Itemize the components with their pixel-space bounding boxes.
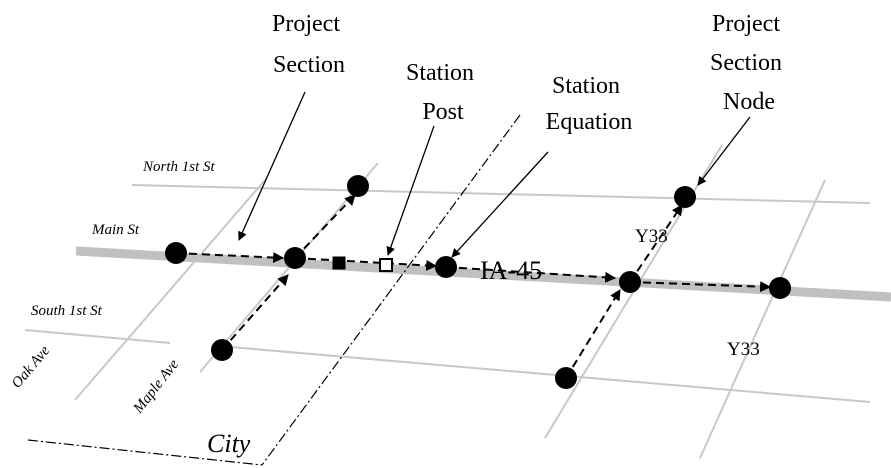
label-city: City xyxy=(207,429,251,458)
node-station-equation xyxy=(435,256,457,278)
project-section-nodes xyxy=(165,175,791,389)
label-south-1st-st: South 1st St xyxy=(31,303,103,319)
node-main-west xyxy=(165,242,187,264)
city-boundary xyxy=(27,114,521,466)
project-sections xyxy=(175,194,772,379)
station-post-1 xyxy=(332,256,346,270)
leader-project-section xyxy=(238,91,306,241)
label-y33-lower: Y33 xyxy=(727,339,760,360)
callout-project-section-node: Project Section Node xyxy=(710,11,788,115)
label-y33-upper: Y33 xyxy=(635,226,668,247)
station-posts xyxy=(332,256,393,272)
label-ia-45: IA-45 xyxy=(480,256,542,285)
south-1st-st-line xyxy=(24,329,171,344)
oak-ave-line xyxy=(74,179,266,401)
north-1st-st-line xyxy=(131,184,871,204)
section-y33-south xyxy=(565,289,621,379)
node-main-east xyxy=(769,277,791,299)
leader-station-post xyxy=(386,125,435,256)
callout-station-post: Station Post xyxy=(406,60,480,125)
label-oak-ave: Oak Ave xyxy=(9,343,54,392)
node-maple-south xyxy=(211,339,233,361)
street-grid xyxy=(24,144,871,459)
callout-station-equation: Station Equation xyxy=(546,73,633,135)
section-main-east xyxy=(445,266,617,283)
node-y33-south xyxy=(555,367,577,389)
section-maple-north xyxy=(294,194,356,259)
far-east-avenue-line xyxy=(699,179,826,459)
section-main-far-east xyxy=(629,281,772,293)
label-north-1st-st: North 1st St xyxy=(142,159,216,175)
node-main-y33 xyxy=(619,271,641,293)
section-maple-south xyxy=(221,274,289,351)
leader-station-equation xyxy=(451,151,549,258)
callout-project-section: Project Section xyxy=(272,11,346,78)
section-main-mid xyxy=(294,257,438,271)
node-y33-north xyxy=(674,186,696,208)
maple-parallel-east-line xyxy=(229,346,871,403)
section-main-west xyxy=(175,252,285,264)
node-maple-north xyxy=(347,175,369,197)
label-main-st: Main St xyxy=(91,222,140,238)
callout-leaders xyxy=(238,91,751,258)
leader-project-section-node xyxy=(697,116,751,186)
label-maple-ave: Maple Ave xyxy=(130,356,182,417)
node-main-maple xyxy=(284,247,306,269)
station-post-2 xyxy=(379,258,393,272)
section-y33-north xyxy=(629,204,683,283)
main-st-highway xyxy=(75,246,891,302)
